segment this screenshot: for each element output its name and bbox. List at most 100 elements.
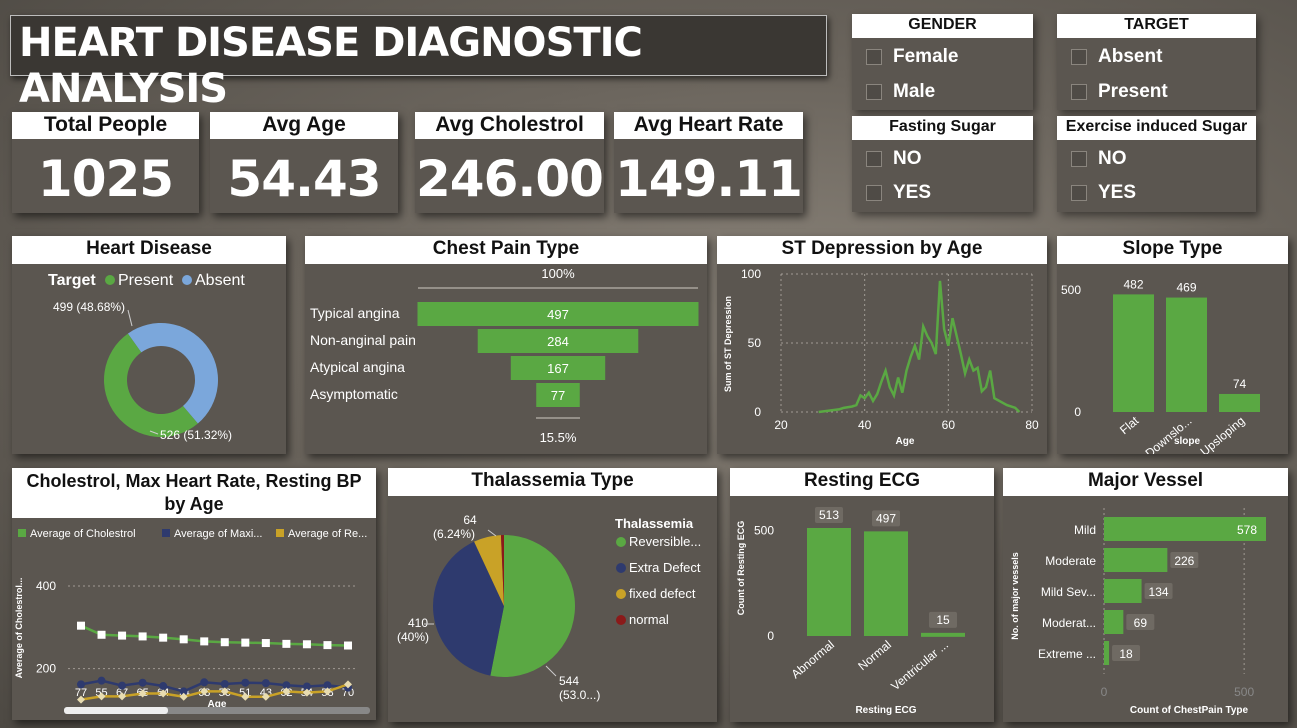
- data-label: 64: [463, 513, 477, 527]
- checkbox[interactable]: [866, 185, 882, 201]
- checkbox[interactable]: [1071, 151, 1087, 167]
- category-label: Typical angina: [310, 305, 400, 321]
- x-tick-label: Downslo...: [1143, 414, 1195, 454]
- x-tick-label: 77: [75, 687, 87, 699]
- bar: [1104, 517, 1266, 541]
- data-point: [282, 639, 291, 648]
- pie-slice: [490, 535, 575, 677]
- slicer-option-present[interactable]: Present: [1071, 81, 1168, 103]
- category-label: Moderate: [1045, 554, 1096, 568]
- data-label: 226: [1174, 554, 1194, 568]
- legend-marker-absent: [182, 275, 192, 285]
- data-point: [241, 638, 250, 647]
- option-label: Present: [1098, 81, 1168, 102]
- data-label: 18: [1119, 647, 1133, 661]
- checkbox[interactable]: [1071, 84, 1087, 100]
- legend-marker: [616, 563, 626, 573]
- data-point: [138, 689, 147, 698]
- slicer-option-no[interactable]: NO: [1071, 148, 1127, 170]
- data-label-bg: [815, 507, 843, 523]
- legend-title: Thalassemia: [615, 516, 694, 531]
- x-tick-label: Abnormal: [789, 638, 837, 682]
- y-tick-label: 50: [748, 336, 762, 350]
- data-point: [118, 692, 127, 701]
- data-label: 69: [1134, 616, 1148, 630]
- slicer-option-male[interactable]: Male: [866, 81, 935, 103]
- data-label: 74: [1233, 377, 1247, 391]
- slicer-option-yes[interactable]: YES: [1071, 182, 1136, 204]
- data-label: (6.24%): [433, 527, 475, 541]
- slicer-title: TARGET: [1057, 14, 1256, 38]
- chart-major-vessel: 0 500 No. of major vessels Mild 578 Moderate 2…: [1010, 508, 1266, 716]
- y-axis-label: Count of Resting ECG: [736, 521, 746, 616]
- data-point: [302, 688, 311, 697]
- chart-heart-disease: Target Present Absent 499 (48.68%) 526 (51.3…: [48, 272, 245, 442]
- chart-thalassemia: 544(53.0...) 410(40%) 64(6.24%) Thalassemia…: [397, 513, 701, 702]
- x-tick-label: Upsloping: [1198, 414, 1248, 454]
- y-tick-label: 0: [1074, 405, 1081, 419]
- kpi-card-avg-cholestrol: Avg Cholestrol 246.00: [415, 112, 604, 213]
- data-point: [97, 692, 106, 701]
- category-label: Extreme ...: [1038, 647, 1096, 661]
- slicer-title: GENDER: [852, 14, 1033, 38]
- bar: [1166, 297, 1207, 412]
- x-axis-label: slope: [1174, 436, 1201, 447]
- data-point: [261, 639, 270, 648]
- data-point: [77, 680, 85, 689]
- checkbox[interactable]: [1071, 49, 1087, 65]
- data-label-bg: [1144, 583, 1173, 599]
- kpi-label: Total People: [12, 112, 199, 139]
- leader-line: [545, 665, 557, 677]
- slicer-fasting-sugar: Fasting Sugar NO YES: [852, 116, 1033, 212]
- data-point: [344, 680, 352, 689]
- slicer-option-no[interactable]: NO: [866, 148, 922, 170]
- bar: [864, 531, 908, 636]
- panel-thalassemia: Thalassemia Type 544 (53.0...) 410 (40%) 64(…: [388, 468, 717, 722]
- data-point: [220, 638, 229, 647]
- data-point: [159, 633, 168, 642]
- checkbox[interactable]: [866, 49, 882, 65]
- slicer-title: Exercise induced Sugar: [1057, 116, 1256, 140]
- slicer-option-absent[interactable]: Absent: [1071, 46, 1162, 68]
- slicer-exercise-induced: Exercise induced Sugar NO YES: [1057, 116, 1256, 212]
- panel-major-vessel: Major Vessel 0 500 No. of major vessels Mil…: [1003, 468, 1288, 722]
- data-label-present: 526 (51.32%): [160, 428, 232, 442]
- data-point: [179, 687, 188, 696]
- chart-title: ST Depression by Age: [717, 236, 1047, 264]
- data-point: [261, 692, 270, 701]
- data-label: (40%): [397, 630, 429, 644]
- slicer-option-female[interactable]: Female: [866, 46, 958, 68]
- x-tick-label: Normal: [855, 638, 894, 674]
- slice-absent: [127, 323, 218, 424]
- legend-label: Average of Re...: [288, 528, 367, 540]
- data-label-bg: [1126, 614, 1155, 630]
- kpi-label: Avg Heart Rate: [614, 112, 803, 139]
- legend-title: Target: [48, 272, 96, 289]
- category-label: Non-anginal pain: [310, 332, 416, 348]
- checkbox[interactable]: [1071, 185, 1087, 201]
- panel-resting-ecg: Resting ECG 0 500 Count of Resting ECG 513 A…: [730, 468, 994, 722]
- chart-st-depression: 0 50 100 20 40 60 80 Age Sum of ST Depression: [723, 267, 1039, 447]
- category-label: Mild: [1074, 523, 1096, 537]
- data-point: [179, 635, 188, 644]
- funnel-bar: [417, 302, 699, 326]
- panel-heart-disease: Heart Disease Target Present Absent 499 (48…: [12, 236, 286, 454]
- legend-label: Average of Maxi...: [174, 528, 262, 540]
- data-label: 513: [819, 508, 839, 522]
- chart-title: Chest Pain Type: [305, 236, 707, 264]
- slicer-option-yes[interactable]: YES: [866, 182, 931, 204]
- data-point: [241, 692, 250, 701]
- leader-line: [127, 309, 133, 327]
- x-axis-label: Age: [896, 436, 915, 447]
- kpi-value: 246.00: [416, 150, 604, 208]
- checkbox[interactable]: [866, 84, 882, 100]
- panel-slope-type: Slope Type 0 500 482 Flat 469 Downslo... 74 Ups…: [1057, 236, 1288, 454]
- data-point: [200, 687, 209, 696]
- kpi-card-avg-age: Avg Age 54.43: [210, 112, 398, 213]
- data-point: [97, 630, 106, 639]
- panel-chest-pain-type: Chest Pain Type 100% Typical angina 497 Non…: [305, 236, 707, 454]
- x-axis-label: Count of ChestPain Type: [1130, 705, 1249, 716]
- y-tick-label: 100: [741, 267, 761, 281]
- checkbox[interactable]: [866, 151, 882, 167]
- bar: [1113, 294, 1154, 412]
